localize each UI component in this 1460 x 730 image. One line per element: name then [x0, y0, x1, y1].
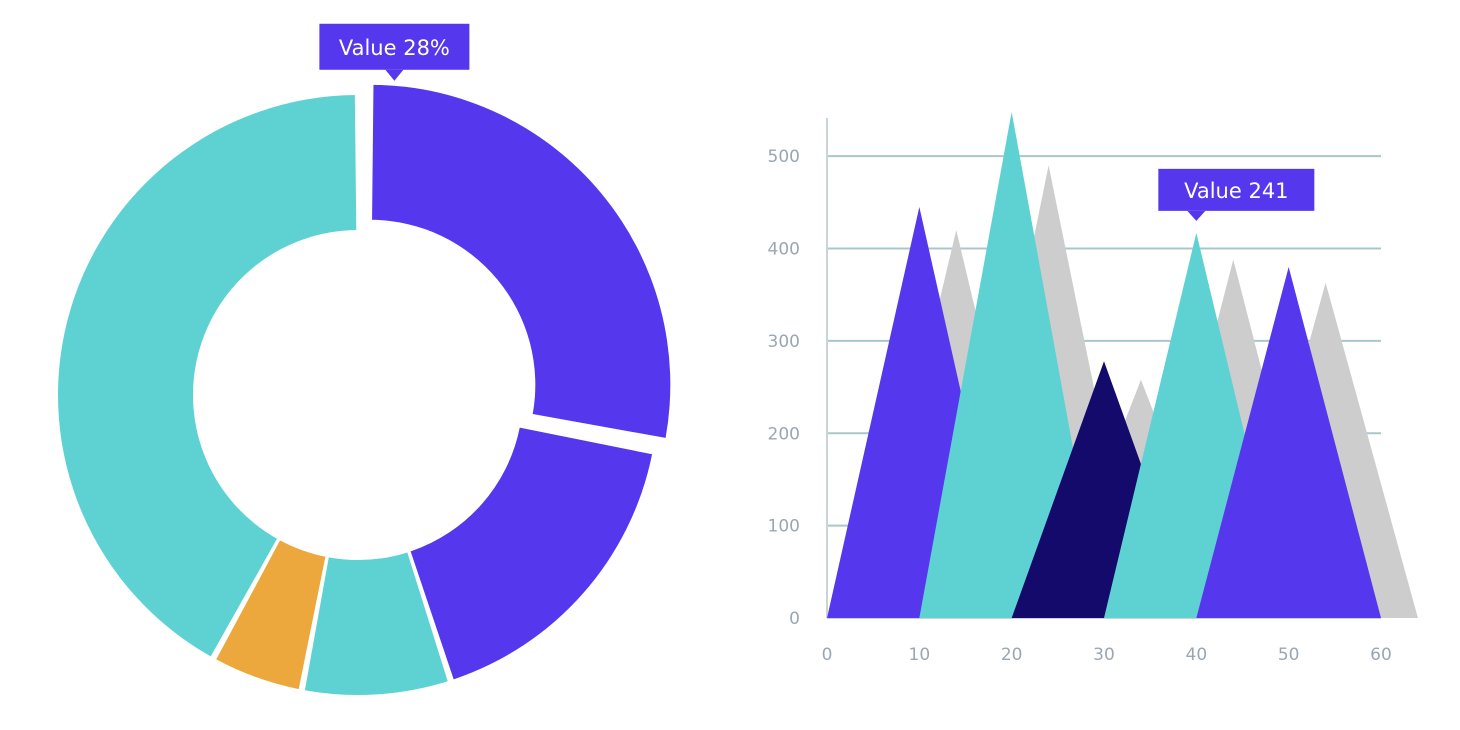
donut-slice-4[interactable]: [57, 95, 357, 657]
area-tooltip-box: [1158, 168, 1315, 211]
x-tick-label: 20: [1001, 645, 1023, 665]
donut-slice-0[interactable]: [372, 84, 671, 438]
y-tick-label: 400: [768, 240, 800, 260]
y-tick-label: 100: [768, 517, 800, 537]
x-tick-label: 60: [1370, 645, 1392, 665]
x-tick-label: 40: [1186, 645, 1208, 665]
x-tick-label: 30: [1093, 645, 1115, 665]
donut-tooltip-pointer: [385, 69, 404, 81]
area-tooltip-label: Value 241: [1184, 179, 1288, 203]
x-tick-label: 0: [822, 645, 833, 665]
donut-slice-1[interactable]: [410, 427, 653, 680]
x-tick-label: 10: [909, 645, 931, 665]
donut-tooltip-box: [319, 23, 470, 70]
y-tick-label: 0: [789, 609, 800, 629]
donut-slice-2[interactable]: [304, 552, 448, 695]
x-tick-label: 50: [1278, 645, 1300, 665]
peak-4[interactable]: [1196, 267, 1381, 618]
triangle-area-chart: 0 100 200 300 400 500 0 10 20 30 40 50 60 Value 241: [768, 111, 1418, 665]
y-tick-label: 200: [768, 424, 800, 444]
area-tooltip-pointer: [1187, 210, 1206, 221]
donut-tooltip: Value 28%: [319, 23, 470, 81]
y-tick-label: 300: [768, 332, 800, 352]
donut-chart: Value 28%: [57, 23, 671, 695]
y-tick-label: 500: [768, 147, 800, 167]
donut-slice-3[interactable]: [216, 540, 326, 690]
area-tooltip: Value 241: [1158, 168, 1315, 221]
donut-tooltip-label: Value 28%: [339, 36, 450, 60]
